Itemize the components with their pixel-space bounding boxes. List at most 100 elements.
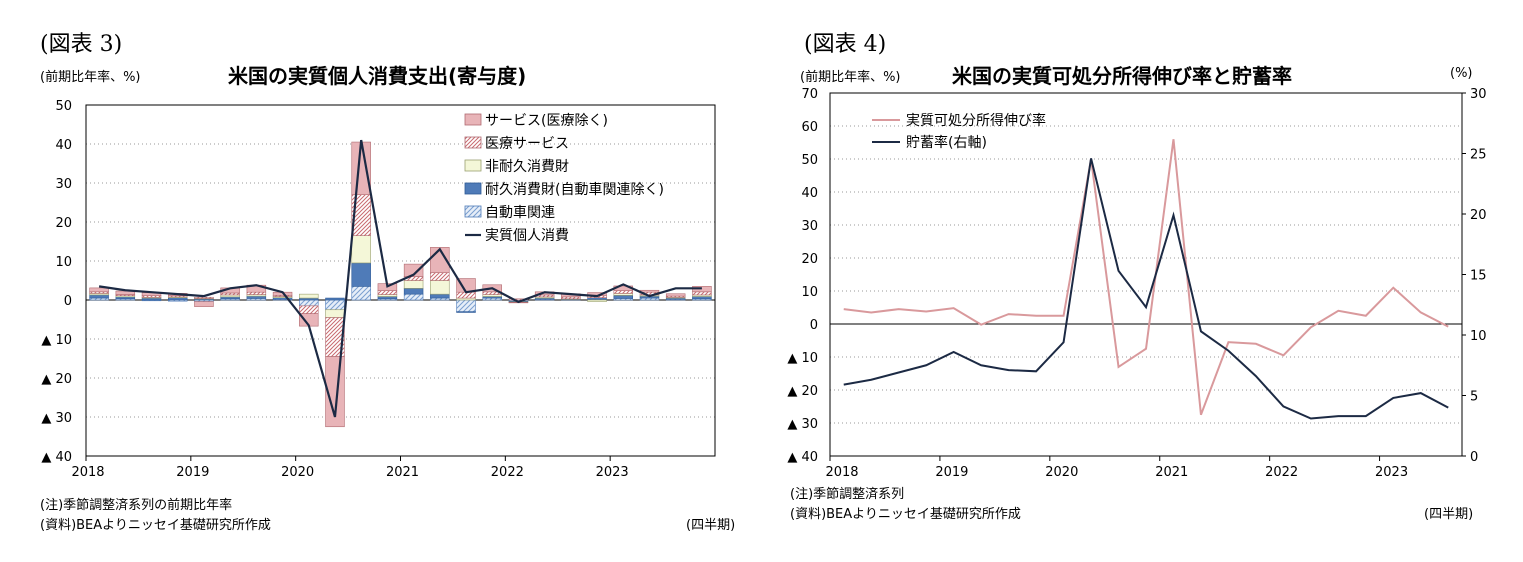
- bar-services: [89, 287, 109, 293]
- plot-frame: [829, 92, 1463, 457]
- bar-medical: [299, 305, 319, 314]
- y-tick-label: 20: [801, 252, 818, 267]
- bar-nondurable: [325, 309, 345, 318]
- bar-durable: [456, 311, 476, 313]
- y-tick-label: 20: [55, 216, 72, 231]
- source-note: (資料)BEAよりニッセイ基礎研究所作成: [790, 507, 1021, 522]
- y-tick-label: 10: [55, 255, 72, 270]
- source-note: (資料)BEAよりニッセイ基礎研究所作成: [40, 518, 271, 533]
- y-tick-label: 10: [801, 285, 818, 300]
- figure-label: (図表 4): [804, 32, 887, 57]
- y2-tick-label: 15: [1470, 269, 1487, 284]
- legend-swatch-auto: [464, 205, 482, 218]
- line-real-consumption: [98, 139, 702, 418]
- period-label: (四半期): [686, 518, 736, 533]
- bar-medical: [194, 296, 214, 299]
- x-tick-label: 2021: [386, 465, 419, 480]
- x-tick-label: 2022: [1265, 465, 1298, 480]
- bar-durable: [377, 296, 398, 300]
- y-tick-label: 0: [64, 294, 72, 309]
- bar-services: [403, 263, 424, 277]
- y-tick-label: 50: [801, 153, 818, 168]
- y-tick-label: ▲ 40: [787, 450, 818, 465]
- bar-nondurable: [403, 280, 424, 289]
- x-tick-label: 2023: [596, 465, 629, 480]
- bar-medical: [692, 291, 712, 296]
- y2-tick-label: 30: [1470, 87, 1487, 102]
- x-tick-label: 2019: [176, 465, 209, 480]
- legend-label-auto: 自動車関連: [485, 204, 555, 221]
- period-label: (四半期): [1424, 507, 1474, 522]
- line-income: [843, 139, 1449, 416]
- bar-nondurable: [430, 280, 450, 295]
- bar-medical: [246, 291, 267, 295]
- bar-durable: [89, 294, 109, 299]
- bar-services: [639, 289, 660, 293]
- panel-consumption: (図表 3) (前期比年率、%) 米国の実質個人消費支出(寄与度) 50 40 30…: [0, 0, 760, 562]
- legend-label-line: 貯蓄率(右軸): [906, 134, 987, 151]
- legend-label-medical: 医療サービス: [485, 135, 569, 152]
- bar-auto: [351, 286, 371, 301]
- bar-services: [194, 301, 214, 307]
- bar-nondurable: [299, 293, 319, 299]
- footnote: (注)季節調整済系列の前期比年率: [40, 498, 233, 513]
- y-axis-unit-label: (前期比年率、%): [40, 70, 141, 85]
- bar-nondurable: [351, 235, 371, 264]
- y-tick-label: ▲ 20: [787, 384, 818, 399]
- legend-swatch-durable: [464, 182, 482, 195]
- y-tick-label: 40: [55, 138, 72, 153]
- chart-title: 米国の実質個人消費支出(寄与度): [228, 64, 527, 88]
- panel-income-savings: (図表 4) (前期比年率、%) 米国の実質可処分所得伸び率と貯蓄率 (%) 7…: [760, 0, 1523, 562]
- bar-durable: [246, 295, 267, 299]
- x-tick-label: 2018: [71, 465, 104, 480]
- bar-medical: [613, 290, 634, 294]
- y2-tick-label: 20: [1470, 208, 1487, 223]
- chart-title: 米国の実質可処分所得伸び率と貯蓄率: [952, 64, 1292, 88]
- y-tick-label: 50: [55, 99, 72, 114]
- x-tick-label: 2020: [281, 465, 314, 480]
- legend-swatch-nondurable: [464, 159, 482, 172]
- y-tick-label: ▲ 20: [41, 372, 72, 387]
- y-axis-unit-label: (前期比年率、%): [800, 70, 901, 85]
- y-tick-label: 70: [801, 87, 818, 102]
- grid: [86, 104, 715, 418]
- legend-label-durable: 耐久消費財(自動車関連除く): [485, 181, 664, 198]
- bar-auto: [325, 299, 345, 311]
- y-tick-label: 30: [55, 177, 72, 192]
- grid: [830, 125, 1462, 424]
- y-tick-label: 30: [801, 219, 818, 234]
- bar-durable: [351, 262, 371, 287]
- y-tick-label: 40: [801, 186, 818, 201]
- x-tick-label: 2023: [1375, 465, 1408, 480]
- bar-auto: [299, 299, 319, 307]
- figure-label: (図表 3): [40, 32, 123, 57]
- x-tick-label: 2021: [1155, 465, 1188, 480]
- y2-tick-label: 0: [1470, 450, 1478, 465]
- bar-nondurable: [587, 299, 607, 302]
- y-tick-label: ▲ 30: [41, 411, 72, 426]
- legend-label-line: 実質個人消費: [485, 228, 569, 244]
- footnote: (注)季節調整済系列: [790, 487, 905, 502]
- bar-medical: [377, 290, 398, 295]
- y-tick-label: ▲ 40: [41, 450, 72, 465]
- y2-tick-label: 10: [1470, 329, 1487, 344]
- y-tick-label: ▲ 30: [787, 417, 818, 432]
- x-tick-label: 2018: [825, 465, 858, 480]
- y2-tick-label: 5: [1470, 390, 1478, 405]
- x-tick-label: 2019: [935, 465, 968, 480]
- legend-swatch-services: [464, 113, 482, 126]
- y-tick-label: 0: [810, 318, 818, 333]
- y-tick-label: ▲ 10: [41, 333, 72, 348]
- legend-label-nondurable: 非耐久消費財: [485, 159, 569, 175]
- y2-tick-label: 25: [1470, 148, 1487, 163]
- legend-swatch-medical: [464, 136, 482, 149]
- y-tick-label: 60: [801, 120, 818, 135]
- bar-durable: [430, 293, 450, 299]
- legend-label-income: 実質可処分所得伸び率: [906, 112, 1046, 129]
- bar-durable: [403, 287, 424, 295]
- bar-services: [665, 293, 686, 297]
